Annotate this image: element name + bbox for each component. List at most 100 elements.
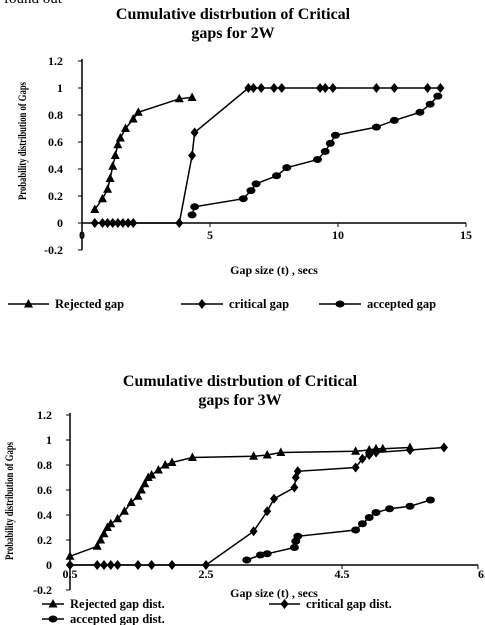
chart-1-x-tick-label: 5 (207, 228, 213, 242)
chart-1-legend-2-swatch-marker (198, 299, 206, 309)
chart-1-series-3-point-14 (415, 108, 425, 116)
chart-1-series-2-point-2 (98, 218, 107, 228)
chart-2-legend-3-swatch-marker (48, 615, 58, 623)
chart-1-series-3-point-15 (425, 100, 435, 108)
chart-1-series-1-point-9 (121, 123, 131, 132)
chart-2-legend-2-label: critical gap dist. (306, 597, 392, 611)
chart-1-series-2-point-23 (436, 83, 445, 93)
chart-2-series-2-point-12 (270, 493, 278, 504)
chart-2-series-1-point-2 (92, 541, 102, 550)
chart-1-x-tick-label: 10 (332, 228, 344, 242)
chart-2-series-3-point-1 (242, 556, 252, 564)
chart-2-series-1-point-7 (113, 513, 123, 523)
chart-2-series-2-point-20 (406, 445, 414, 455)
chart-2-series-3-point-2 (255, 551, 265, 559)
chart-1-legend-1-swatch-marker (24, 299, 33, 308)
chart-1-series-3-point-12 (371, 123, 381, 131)
chart-1-legend-2-label: critical gap (229, 297, 289, 311)
chart-1-series-2-point-12 (244, 83, 253, 93)
chart-2-x-tick-label: 2.5 (199, 567, 214, 581)
chart-1-series-2-point-9 (175, 218, 184, 228)
chart-1-y-axis-label: Probability distribution of Gaps (17, 82, 30, 200)
chart-1-legend-3-label: accepted gap (367, 297, 436, 311)
chart-1-series-3-point-5 (251, 180, 261, 188)
chart-1-series-2-point-16 (277, 83, 286, 93)
chart-1-series-3-point-3 (238, 195, 248, 203)
chart-2-y-tick-label: 0.6 (37, 483, 52, 497)
chart-2-series-1-point-19 (249, 451, 259, 460)
chart-1-series-1-point-1 (90, 204, 100, 213)
chart-2: Cumulative distrbution of Critical gaps f… (4, 373, 485, 625)
chart-1-series-2-point-19 (328, 83, 337, 93)
chart-1-series-1-point-8 (115, 132, 125, 142)
chart-1-y-tick-label: 0 (57, 216, 63, 230)
chart-1-series-3-line (191, 95, 439, 216)
chart-2-y-tick-label: -0.2 (33, 583, 52, 597)
chart-2-legend-1-label: Rejected gap dist. (70, 597, 165, 611)
chart-1-series-2-point-10 (188, 150, 197, 161)
chart-2-series-3-point-11 (385, 505, 395, 513)
chart-2-series-1-point-25 (378, 443, 388, 453)
chart-2-series-2-point-10 (249, 526, 258, 537)
chart-2-series-1-point-4 (99, 528, 109, 538)
chart-2-series-2-point-16 (351, 462, 360, 473)
chart-2-series-1-point-8 (119, 506, 129, 515)
chart-2-x-tick-label: 4.5 (335, 567, 350, 581)
chart-2-series-1-point-12 (140, 478, 150, 488)
chart-2-series-1-point-3 (96, 535, 106, 544)
chart-2-series-1-point-18 (187, 452, 197, 461)
chart-2-series-1-point-23 (364, 445, 374, 454)
chart-2-series-1-point-15 (153, 465, 163, 474)
chart-2-y-tick-label: 0.8 (37, 458, 52, 472)
chart-1-series-1-point-3 (103, 184, 113, 193)
page-text-fragment: found out (4, 0, 62, 8)
chart-2-series-2-point-5 (113, 560, 122, 570)
chart-1-y-tick-label: 0.8 (48, 108, 63, 122)
chart-1-title-line-2: gaps for 2W (191, 25, 274, 42)
chart-2-y-tick-label: 0 (46, 558, 52, 572)
chart-1-legend-3-swatch-marker (335, 300, 345, 308)
chart-1-series-1-point-11 (133, 107, 143, 116)
chart-2-series-2-point-4 (106, 560, 115, 570)
chart-2-series-1-point-22 (351, 446, 361, 455)
chart-2-series-2-point-9 (202, 560, 210, 570)
chart-2-series-1-point-1 (65, 551, 75, 560)
chart-2-series-3-point-7 (351, 526, 361, 534)
chart-2-title-line-1: Cumulative distrbution of Critical (123, 373, 358, 390)
chart-1-series-1-point-13 (187, 92, 197, 101)
chart-1-series-3-point-11 (330, 131, 340, 139)
chart-2-series-3-point-12 (405, 502, 415, 510)
chart-1-series-2-point-17 (316, 83, 325, 93)
chart-2-y-axis-label: Probability distribution of Gaps (4, 442, 17, 560)
chart-1-series-3-point-10 (325, 139, 335, 147)
chart-2-x-tick-label: 6. (478, 567, 485, 581)
chart-2-series-2-point-11 (263, 506, 272, 517)
chart-1-series-3-point-4 (246, 187, 256, 195)
chart-2-series-1-point-17 (167, 457, 177, 466)
chart-1-series-2-point-11 (190, 127, 199, 138)
chart-1-series-2-point-5 (113, 218, 122, 228)
chart-1-series-2-point-20 (372, 83, 381, 93)
chart-2-series-2-point-17 (358, 453, 367, 464)
chart-1-series-3-point-16 (433, 92, 443, 100)
chart-1-series-2-point-21 (390, 83, 399, 93)
chart-2-x-tick-label: 0.5 (63, 567, 78, 581)
chart-1-series-3-point-13 (389, 116, 399, 124)
chart-1-y-tick-label: 1 (57, 81, 63, 95)
chart-2-y-tick-label: 0.4 (37, 508, 52, 522)
chart-2-series-1-point-10 (133, 491, 143, 500)
chart-2-series-3-point-4 (289, 544, 299, 551)
chart-1-series-2-point-18 (321, 83, 330, 93)
chart-1-series-1-point-2 (97, 193, 107, 203)
chart-1-series-3-point-6 (272, 172, 282, 180)
chart-2-legend-3-label: accepted gap dist. (70, 612, 165, 625)
chart-2-legend-1-swatch-marker (48, 599, 58, 608)
chart-1-y-tick-label: 0.4 (48, 162, 63, 176)
chart-1-y-tick-label: 0.6 (48, 135, 63, 149)
chart-2-series-1-point-16 (160, 460, 170, 469)
chart-1-series-1-point-7 (113, 139, 123, 149)
chart-1-series-2-point-4 (108, 218, 117, 228)
chart-1-series-2-point-7 (124, 218, 133, 228)
chart-1-x-axis-label: Gap size (t) , secs (230, 263, 318, 277)
